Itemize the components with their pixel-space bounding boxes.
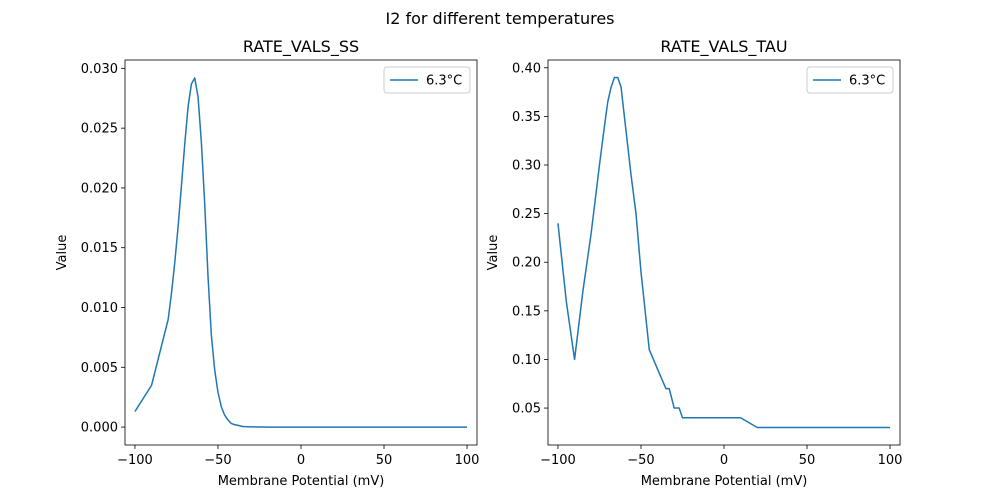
legend-label: 6.3°C <box>426 74 462 89</box>
axes-frame <box>124 59 478 446</box>
y-tick-label: 0.35 <box>512 110 541 125</box>
y-tick-label: 0.15 <box>512 304 541 319</box>
x-tick-label: 0 <box>297 453 305 468</box>
y-tick-label: 0.015 <box>81 241 118 256</box>
y-tick-label: 0.005 <box>81 361 118 376</box>
x-tick-label: 100 <box>878 453 903 468</box>
y-tick-label: 0.030 <box>81 62 118 77</box>
y-axis-label: Value <box>486 235 501 271</box>
legend: 6.3°C <box>383 66 471 94</box>
y-tick-label: 0.10 <box>512 353 541 368</box>
series-line <box>557 76 891 429</box>
subplot-title: RATE_VALS_SS <box>243 37 359 57</box>
y-tick-label: 0.30 <box>512 159 541 174</box>
x-tick-label: −50 <box>627 453 654 468</box>
y-tick-label: 0.010 <box>81 301 118 316</box>
legend-box <box>383 66 471 94</box>
x-tick-label: −50 <box>204 453 231 468</box>
x-axis-label: Membrane Potential (mV) <box>641 474 808 489</box>
y-tick-label: 0.05 <box>512 402 541 417</box>
x-tick-label: 50 <box>799 453 816 468</box>
subplot-rate-vals-ss: RATE_VALS_SS −100 −50 0 50 100 0.000 0.005 0.010… <box>55 37 479 489</box>
x-tick-label: 0 <box>720 453 728 468</box>
x-tick-label: −100 <box>540 453 576 468</box>
y-tick-label: 0.025 <box>81 122 118 137</box>
legend: 6.3°C <box>806 66 894 94</box>
subplot-rate-vals-tau: RATE_VALS_TAU −100 −50 0 50 100 0.05 0.10 0.15 0.… <box>486 37 902 489</box>
x-tick-label: 50 <box>376 453 393 468</box>
series-line <box>134 77 468 428</box>
figure-suptitle: I2 for different temperatures <box>385 9 614 28</box>
y-tick-label: 0.25 <box>512 207 541 222</box>
legend-label: 6.3°C <box>849 74 885 89</box>
y-axis-label: Value <box>55 235 70 271</box>
x-tick-label: −100 <box>117 453 153 468</box>
y-tick-label: 0.40 <box>512 61 541 76</box>
y-tick-label: 0.20 <box>512 256 541 271</box>
y-tick-label: 0.000 <box>81 421 118 436</box>
axes-frame <box>547 59 901 446</box>
x-axis-label: Membrane Potential (mV) <box>218 474 385 489</box>
x-tick-label: 100 <box>455 453 480 468</box>
legend-box <box>806 66 894 94</box>
subplot-title: RATE_VALS_TAU <box>660 37 787 57</box>
y-tick-label: 0.020 <box>81 181 118 196</box>
